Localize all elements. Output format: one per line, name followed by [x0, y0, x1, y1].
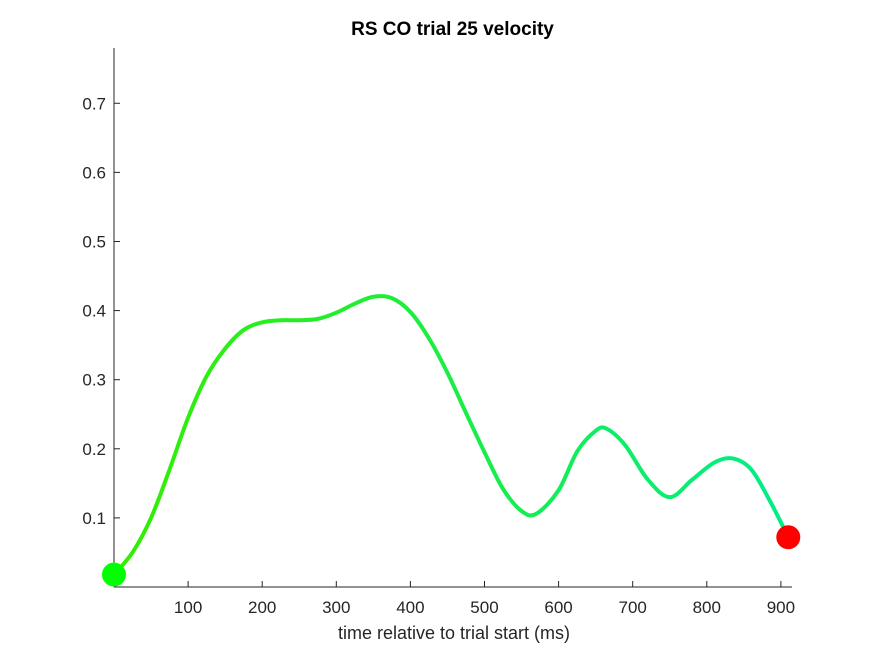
x-tick-label: 100 [174, 598, 202, 617]
y-tick-label: 0.3 [82, 371, 106, 390]
x-tick-label: 800 [693, 598, 721, 617]
series-layer [112, 294, 791, 577]
x-axis-label: time relative to trial start (ms) [337, 623, 571, 643]
x-tick-label: 700 [619, 598, 647, 617]
x-tick-label: 400 [396, 598, 424, 617]
x-tick-label: 600 [544, 598, 572, 617]
axes: 100 200 300 400 500 600 700 800 900 0.1 0.2 0.3 0.4 0… [82, 48, 795, 617]
end-marker [776, 525, 801, 550]
chart-title: RS CO trial 25 velocity [351, 19, 554, 40]
x-tick-label: 300 [322, 598, 350, 617]
y-tick-label: 0.4 [82, 302, 106, 321]
y-tick-label: 0.6 [82, 163, 106, 182]
y-tick-label: 0.5 [82, 232, 106, 251]
y-tick-label: 0.7 [82, 94, 106, 113]
x-tick-label: 200 [248, 598, 276, 617]
velocity-line [112, 294, 791, 577]
start-marker [102, 562, 126, 587]
y-tick-label: 0.1 [82, 509, 106, 528]
y-tick-label: 0.2 [82, 440, 106, 459]
x-tick-label: 900 [767, 598, 795, 617]
x-tick-label: 500 [470, 598, 498, 617]
markers-layer [102, 525, 801, 587]
